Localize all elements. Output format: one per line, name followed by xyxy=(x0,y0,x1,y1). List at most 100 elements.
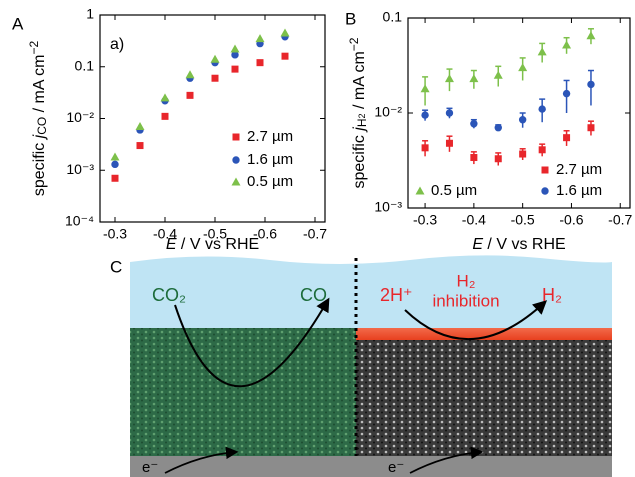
marker xyxy=(563,134,571,142)
y-tick-label: 1 xyxy=(86,6,94,22)
axis-label-part: / mA cm xyxy=(31,55,48,117)
axis-label-part: specific xyxy=(351,131,368,189)
y-tick-label: 10⁻³ xyxy=(374,199,402,215)
marker xyxy=(232,156,240,164)
legend-label: 0.5 µm xyxy=(431,182,477,199)
label: CO₂ xyxy=(152,285,186,305)
electrolyte xyxy=(130,255,612,330)
legend-label: 2.7 µm xyxy=(247,128,293,145)
annotation: a) xyxy=(110,36,124,53)
marker xyxy=(444,74,454,83)
axis-label: specific jH2 / mA cm−2 xyxy=(347,37,369,188)
marker xyxy=(231,177,241,186)
arrow xyxy=(164,446,239,474)
y-tick-label: 0.1 xyxy=(75,57,95,73)
marker xyxy=(587,80,595,89)
axis-label-part: E xyxy=(472,236,483,253)
axis-label: E / V vs RHE xyxy=(166,236,259,253)
panel-c: CO₂ CO 2H⁺ H₂ inhibition H₂ e⁻ e⁻ xyxy=(130,255,612,477)
marker xyxy=(280,28,290,37)
axis-label: specific jCO / mA cm−2 xyxy=(27,41,49,197)
marker xyxy=(415,186,425,195)
catalyst-layer xyxy=(130,328,356,456)
marker xyxy=(494,124,502,132)
x-tick-label: -0.5 xyxy=(511,212,535,228)
axis-label-part: H xyxy=(355,118,369,127)
legend-label: 1.6 µm xyxy=(247,151,293,168)
axis-label-part: E xyxy=(166,236,177,253)
axis-label-part: / V vs RHE xyxy=(483,236,566,253)
panel-label: C xyxy=(110,257,122,276)
axis-label-part: 2 xyxy=(357,113,367,118)
marker xyxy=(469,74,479,83)
marker xyxy=(231,51,239,59)
catalyst-layer xyxy=(356,328,612,456)
marker xyxy=(470,154,478,162)
marker xyxy=(210,54,220,63)
marker xyxy=(445,139,453,147)
x-tick-label: -0.7 xyxy=(303,226,327,242)
marker xyxy=(538,146,546,154)
axis-label-part: specific xyxy=(31,138,48,196)
marker xyxy=(541,166,549,174)
marker xyxy=(562,40,572,49)
marker xyxy=(111,174,119,182)
y-tick-label: 10⁻³ xyxy=(66,161,94,177)
marker xyxy=(420,84,430,93)
axis-label-part: j xyxy=(31,134,48,140)
marker xyxy=(281,52,289,60)
marker xyxy=(136,142,144,150)
panel-label: B xyxy=(345,9,356,28)
marker xyxy=(519,150,527,158)
marker xyxy=(160,93,170,102)
legend-label: 0.5 µm xyxy=(247,173,293,190)
y-tick-label: 10⁻² xyxy=(66,109,94,125)
x-tick-label: -0.5 xyxy=(203,226,227,242)
x-tick-label: -0.7 xyxy=(608,212,632,228)
marker xyxy=(518,116,527,124)
marker xyxy=(493,70,503,79)
label: CO xyxy=(300,285,327,305)
marker xyxy=(470,120,478,128)
arrow xyxy=(409,446,484,474)
x-tick-label: -0.4 xyxy=(153,226,177,242)
marker xyxy=(255,34,265,43)
legend-label: 2.7 µm xyxy=(556,161,602,178)
label: e⁻ xyxy=(388,459,404,476)
marker xyxy=(232,133,240,141)
arrow xyxy=(174,297,330,388)
x-tick-label: -0.6 xyxy=(559,212,583,228)
y-tick-label: 10⁻² xyxy=(374,104,402,120)
marker xyxy=(231,65,239,73)
marker xyxy=(421,144,429,152)
x-tick-label: -0.4 xyxy=(462,212,486,228)
marker xyxy=(256,59,264,67)
marker xyxy=(161,112,169,120)
label: e⁻ xyxy=(142,459,158,476)
marker xyxy=(538,105,546,113)
marker xyxy=(541,187,549,195)
marker xyxy=(494,155,502,163)
marker xyxy=(421,111,429,119)
label: inhibition xyxy=(432,291,499,310)
marker xyxy=(518,63,528,72)
axis-label: E / V vs RHE xyxy=(472,236,565,253)
axis-label-part: CO xyxy=(35,117,49,135)
plot-frame xyxy=(99,14,326,223)
marker xyxy=(445,109,454,117)
label: H₂ xyxy=(457,271,476,290)
marker xyxy=(185,70,195,79)
marker xyxy=(110,152,120,161)
label: 2H⁺ xyxy=(380,285,413,305)
axis-label-part: j xyxy=(351,127,368,133)
axis-label-part: −2 xyxy=(347,37,361,51)
marker xyxy=(230,44,240,53)
y-tick-label: 10⁻⁴ xyxy=(65,213,94,229)
x-tick-label: -0.3 xyxy=(413,212,437,228)
marker xyxy=(111,160,119,169)
inhibition-layer xyxy=(356,328,612,340)
marker xyxy=(211,74,219,82)
marker xyxy=(135,122,145,131)
